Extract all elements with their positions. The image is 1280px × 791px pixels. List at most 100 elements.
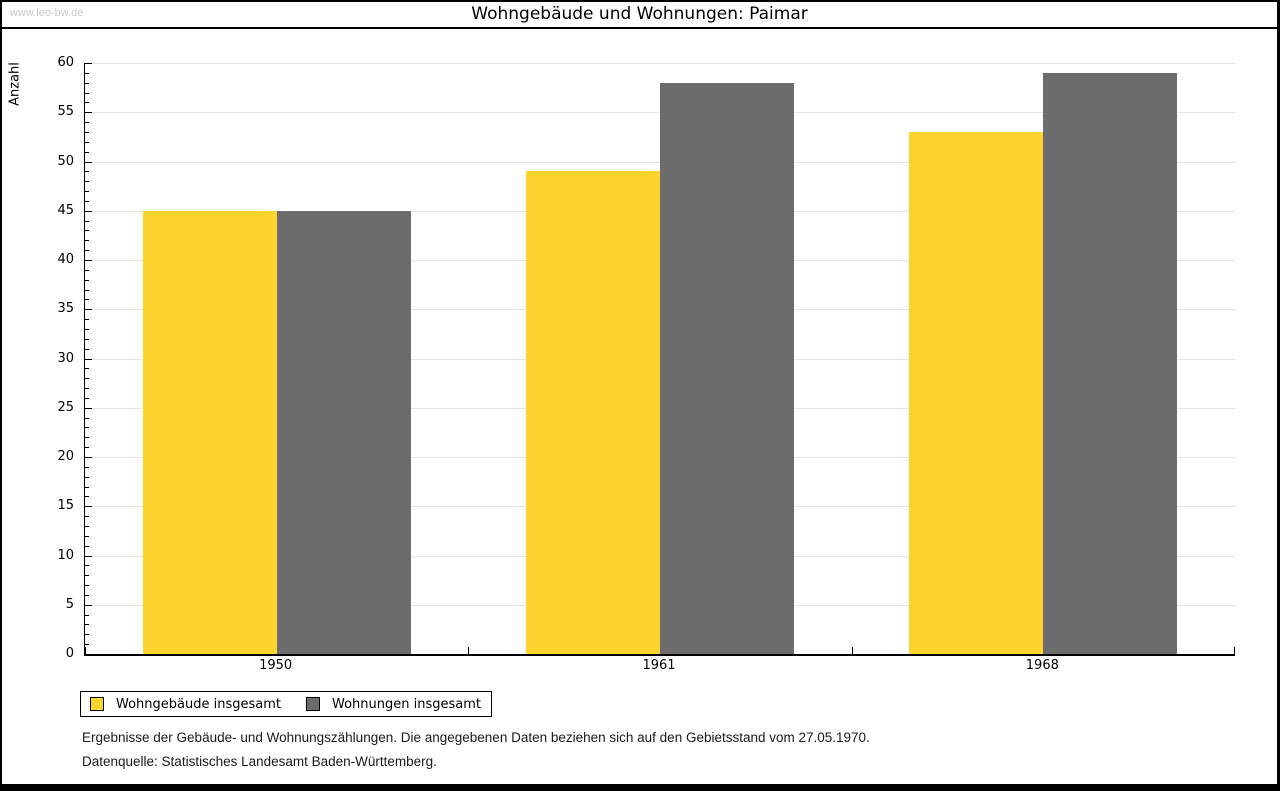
footnote-description: Ergebnisse der Gebäude- und Wohnungszähl… (82, 730, 870, 745)
y-tick-label: 50 (57, 153, 74, 169)
y-axis-tick (85, 624, 89, 626)
plot-area (84, 63, 1235, 656)
bar-1950-wohngebaeude (142, 210, 277, 654)
legend-item-wohnungen: Wohnungen insgesamt (306, 697, 481, 712)
x-axis-tick (1234, 647, 1235, 654)
legend-label: Wohngebäude insgesamt (116, 696, 281, 712)
bar-1968-wohnungen (1043, 72, 1178, 654)
y-axis-tick (85, 486, 89, 488)
y-axis-tick (85, 102, 89, 104)
y-axis-tick (85, 72, 89, 74)
y-axis-tick (85, 171, 89, 173)
y-axis-tick (85, 397, 89, 399)
x-axis-tick (85, 647, 86, 654)
legend-swatch-gray (306, 697, 320, 711)
x-axis-tick (851, 647, 853, 654)
y-axis-tick (85, 161, 92, 163)
y-axis-tick (85, 358, 92, 360)
y-axis-tick (85, 516, 89, 518)
y-axis-tick (85, 299, 89, 301)
y-axis-tick (85, 141, 89, 143)
x-tick-label: 1961 (642, 658, 676, 673)
y-axis-tick (85, 269, 89, 271)
y-axis-tick (85, 545, 89, 547)
legend-swatch-yellow (90, 697, 104, 711)
y-axis-tick (85, 92, 89, 94)
y-axis-tick (85, 378, 89, 380)
y-axis-tick (85, 122, 89, 124)
y-tick-label: 10 (57, 547, 74, 563)
x-tick-label: 1950 (259, 658, 293, 673)
bar-1961-wohngebaeude (526, 171, 660, 654)
y-tick-label: 40 (57, 252, 74, 267)
y-axis-tick (85, 200, 89, 202)
y-tick-label: 25 (57, 399, 74, 415)
y-axis-tick (85, 338, 89, 340)
y-axis-tick (85, 555, 92, 557)
legend: Wohngebäude insgesamt Wohnungen insgesam… (80, 691, 492, 717)
y-axis-tick (85, 82, 89, 84)
y-axis-tick (85, 585, 89, 587)
y-axis-tick (85, 644, 89, 646)
y-axis-tick (85, 575, 89, 577)
y-axis-tick (85, 388, 89, 390)
y-axis-tick (85, 210, 92, 212)
y-axis-tick (85, 535, 89, 537)
y-axis-tick (85, 348, 89, 350)
bar-1961-wohnungen (660, 82, 794, 654)
y-axis-tick (85, 112, 92, 114)
y-tick-label: 30 (57, 350, 74, 366)
y-axis-tick (85, 260, 92, 261)
header-divider (2, 27, 1277, 29)
y-axis-tick (85, 181, 89, 183)
legend-label: Wohnungen insgesamt (332, 696, 481, 712)
y-axis-tick (85, 614, 89, 616)
y-axis-tick (85, 63, 92, 64)
bar-1968-wohngebaeude (909, 131, 1044, 654)
y-axis-tick (85, 368, 89, 370)
y-tick-label: 55 (57, 104, 74, 120)
y-axis-tick (85, 191, 89, 193)
y-axis-tick (85, 407, 92, 409)
y-axis-tick (85, 151, 89, 153)
y-axis-tick (85, 289, 89, 291)
y-tick-label: 15 (57, 498, 74, 514)
y-axis-tick (85, 496, 89, 498)
y-axis-tick (85, 279, 89, 281)
y-axis-tick (85, 250, 89, 252)
y-tick-label: 20 (57, 449, 74, 464)
y-axis-tick (85, 506, 92, 508)
y-axis-tick (85, 634, 89, 636)
y-tick-label: 45 (57, 202, 74, 218)
y-tick-label: 0 (65, 646, 74, 661)
y-gridline (85, 63, 1235, 64)
y-axis-tick (85, 604, 92, 606)
y-axis-tick (85, 466, 89, 468)
x-axis-tick (468, 647, 470, 654)
y-axis-tick (85, 437, 89, 439)
y-axis-tick (85, 594, 89, 596)
y-axis-tick (85, 417, 89, 419)
y-axis-tick (85, 309, 92, 311)
y-tick-label: 35 (57, 301, 74, 317)
y-axis-tick (85, 240, 89, 242)
y-tick-label: 5 (65, 596, 74, 612)
x-tick-label: 1968 (1025, 658, 1059, 673)
y-axis-tick (85, 230, 89, 232)
chart-title: Wohngebäude und Wohnungen: Paimar (471, 4, 808, 24)
y-axis-tick (85, 131, 89, 133)
legend-item-wohngebaeude: Wohngebäude insgesamt (90, 697, 281, 712)
y-axis-tick (85, 457, 92, 458)
y-axis-tick (85, 427, 89, 429)
footnote-source: Datenquelle: Statistisches Landesamt Bad… (82, 754, 437, 769)
y-axis-title: Anzahl (7, 62, 23, 106)
watermark: www.leo-bw.de (10, 7, 84, 19)
y-tick-label: 60 (57, 55, 74, 70)
y-axis-tick (85, 319, 89, 321)
y-axis-tick (85, 565, 89, 567)
y-axis-tick (85, 525, 89, 527)
y-axis-tick (85, 220, 89, 222)
bar-1950-wohnungen (276, 210, 411, 654)
y-axis-tick (85, 476, 89, 478)
